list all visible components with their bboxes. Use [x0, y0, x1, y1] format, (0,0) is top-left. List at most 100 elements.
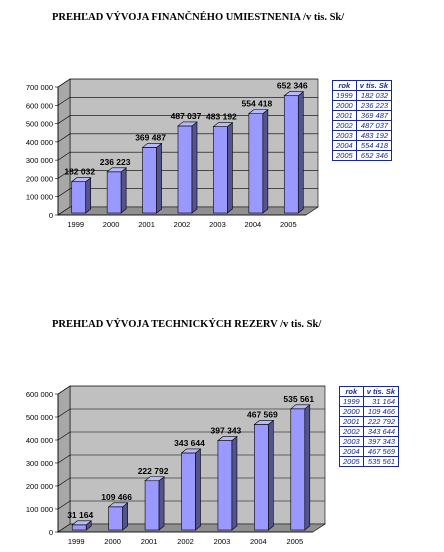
cell-value: 31 164 — [362, 396, 400, 407]
cell-year: 2005 — [339, 456, 364, 467]
gridline — [57, 151, 318, 161]
data-label: 343 644 — [174, 438, 205, 448]
data-label: 182 032 — [64, 167, 95, 177]
chart-title-reserves: PREHĽAD VÝVOJA TECHNICKÝCH REZERV /v tis… — [52, 319, 322, 330]
y-tick-label: 500 000 — [26, 413, 53, 422]
x-tick-label: 2005 — [286, 537, 303, 546]
bar-front — [283, 95, 299, 214]
bar — [107, 502, 129, 531]
bar — [253, 419, 275, 531]
bar — [71, 520, 93, 531]
y-tick-label: 0 — [49, 211, 53, 220]
cell-year: 1999 — [339, 396, 364, 407]
table-row: 2005 535 561 — [339, 456, 400, 467]
data-label: 109 466 — [101, 492, 132, 502]
cell-year: 1999 — [332, 90, 357, 101]
data-label: 554 418 — [241, 99, 272, 109]
table-header-row: rok v tis. Sk — [339, 386, 400, 397]
table-header-row: rok v tis. Sk — [332, 80, 393, 91]
cell-year: 2002 — [339, 426, 364, 437]
y-tick-label: 100 000 — [26, 505, 53, 514]
bar — [289, 404, 311, 531]
cell-value: 652 346 — [355, 150, 393, 161]
table-row: 2004 554 418 — [332, 140, 393, 151]
cell-year: 2004 — [339, 446, 364, 457]
bar-front — [144, 480, 160, 531]
bar-front — [71, 181, 87, 214]
y-tick-label: 200 000 — [26, 482, 53, 491]
cell-value: 483 192 — [355, 130, 393, 141]
x-tick-label: 2002 — [177, 537, 194, 546]
x-tick-label: 2004 — [250, 537, 267, 546]
bar-top — [180, 448, 202, 454]
bar-side — [304, 404, 311, 531]
cell-year: 2004 — [332, 140, 357, 151]
gridline — [57, 133, 318, 143]
bar-side — [156, 142, 162, 214]
table-row: 2001 369 487 — [332, 110, 393, 121]
gridline — [57, 500, 325, 510]
bar-side — [195, 448, 201, 531]
bar-side — [262, 108, 269, 214]
data-label: 652 346 — [277, 81, 308, 91]
bar — [106, 167, 127, 214]
y-tick-label: 300 000 — [26, 459, 53, 468]
bar — [217, 435, 238, 531]
bar-front — [108, 506, 123, 531]
bar-side — [297, 91, 304, 214]
gridline — [57, 115, 318, 124]
bar-side — [191, 121, 198, 214]
data-label: 483 192 — [206, 112, 237, 122]
bar-top — [107, 502, 129, 508]
cell-year: 2005 — [332, 150, 357, 161]
header-value: v tis. Sk — [355, 80, 393, 91]
bar-side — [268, 419, 274, 531]
bar-front — [71, 524, 87, 531]
gridline — [57, 96, 318, 106]
bar-top — [248, 109, 269, 114]
table-row: 2000 236 223 — [332, 100, 393, 111]
bar — [141, 142, 163, 214]
bar-chart-financial: 0 100 000 200 000 300 000 400 000 500 000 600 … — [26, 78, 319, 229]
gridline — [57, 170, 318, 179]
bar-top — [106, 167, 127, 173]
cell-value: 535 561 — [362, 456, 400, 467]
bar-side — [122, 502, 128, 531]
y-tick-label: 0 — [49, 528, 53, 537]
cell-value: 236 223 — [355, 100, 393, 111]
x-tick-label: 2004 — [245, 220, 262, 229]
bar-front — [177, 125, 193, 214]
x-tick-label: 2001 — [141, 537, 158, 546]
bar — [70, 177, 92, 214]
gridline — [57, 431, 325, 441]
data-label: 31 164 — [67, 510, 93, 520]
cell-value: 467 569 — [362, 446, 400, 457]
bar-front — [248, 113, 264, 214]
bar-front — [217, 440, 233, 531]
bar-front — [106, 171, 122, 214]
x-tick-label: 2002 — [174, 220, 191, 229]
gridline — [57, 454, 325, 464]
bar-side — [158, 476, 165, 531]
bar-top — [212, 122, 234, 127]
cell-value: 487 037 — [355, 120, 393, 131]
x-tick-label: 2005 — [280, 220, 297, 229]
table-row: 1999 182 032 — [332, 90, 393, 101]
y-tick-label: 400 000 — [26, 436, 53, 445]
gridline — [57, 188, 318, 197]
data-label: 487 037 — [171, 111, 202, 121]
cell-value: 109 466 — [362, 406, 400, 417]
x-tick-label: 2003 — [209, 220, 226, 229]
table-row: 2002 487 037 — [332, 120, 393, 131]
y-tick-label: 400 000 — [26, 138, 53, 147]
cell-value: 369 487 — [355, 110, 393, 121]
data-label: 222 792 — [138, 466, 169, 476]
y-tick-label: 700 000 — [26, 83, 53, 92]
header-value: v tis. Sk — [362, 386, 400, 397]
cell-value: 343 644 — [362, 426, 400, 437]
bar-top — [289, 404, 311, 410]
bar-top — [217, 436, 238, 441]
table-row: 2003 483 192 — [332, 130, 393, 141]
cell-year: 2000 — [332, 100, 357, 111]
header-year: rok — [332, 80, 357, 91]
